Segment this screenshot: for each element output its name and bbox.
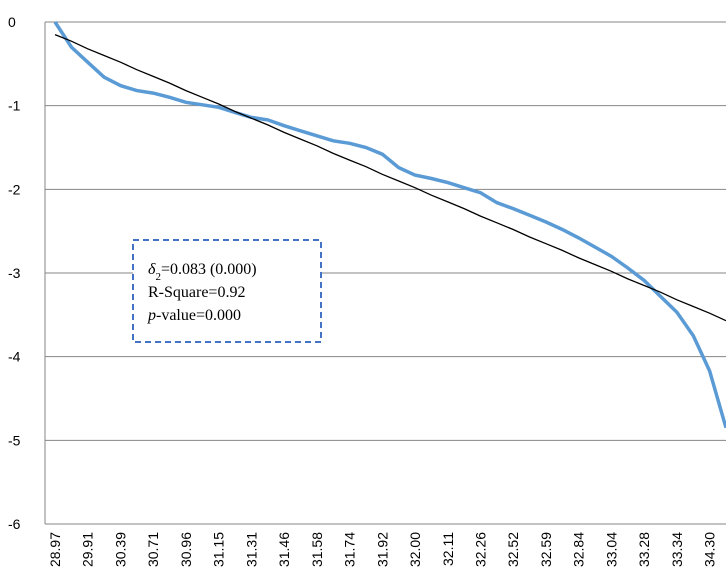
annotation-symbol: δ (148, 261, 156, 278)
y-tick-label: -5 (8, 432, 21, 448)
y-tick-label: -1 (8, 98, 21, 114)
x-tick-label: 31.31 (243, 532, 259, 567)
y-tick-label: 0 (8, 14, 16, 30)
trend-line (54, 33, 726, 322)
y-tick-label: -6 (8, 516, 21, 532)
annotation-subscript: 2 (155, 271, 161, 283)
x-tick-label: 32.11 (440, 532, 456, 566)
x-tick-label: 33.04 (603, 532, 619, 567)
x-tick-label: 30.39 (112, 532, 128, 567)
x-tick-label: 33.34 (669, 532, 685, 567)
x-tick-label: 30.96 (178, 532, 194, 567)
y-tick-label: -3 (8, 265, 21, 281)
x-tick-label: 32.52 (505, 532, 521, 567)
y-tick-label: -2 (8, 181, 21, 197)
x-tick-label: 31.92 (374, 532, 390, 567)
data-line (53, 21, 726, 429)
x-tick-label: 28.97 (47, 532, 63, 567)
annotation-text: =0.083 (0.000) (161, 261, 257, 278)
annotation: R-Square=0.92 (148, 284, 245, 301)
annotation: p-value=0.000 (147, 307, 241, 324)
x-tick-label: 31.15 (211, 532, 227, 567)
x-tick-label: 32.00 (407, 532, 423, 567)
x-tick-label: 30.71 (145, 532, 161, 567)
x-tick-label: 31.58 (309, 532, 325, 567)
x-tick-label: 33.28 (636, 532, 652, 567)
annotation-box (132, 239, 322, 343)
x-tick-label: 31.74 (342, 532, 358, 567)
annotation: δ2=0.083 (0.000) (148, 261, 257, 283)
x-tick-label: 32.84 (571, 532, 587, 567)
x-tick-label: 34.30 (702, 532, 718, 567)
x-tick-label: 32.59 (538, 532, 554, 567)
x-tick-label: 31.46 (276, 532, 292, 567)
annotation-text: -value=0.000 (156, 307, 241, 324)
x-tick-label: 32.26 (473, 532, 489, 567)
y-tick-label: -4 (8, 349, 21, 365)
annotation-symbol: p (147, 307, 156, 324)
x-tick-label: 29.91 (80, 532, 96, 567)
